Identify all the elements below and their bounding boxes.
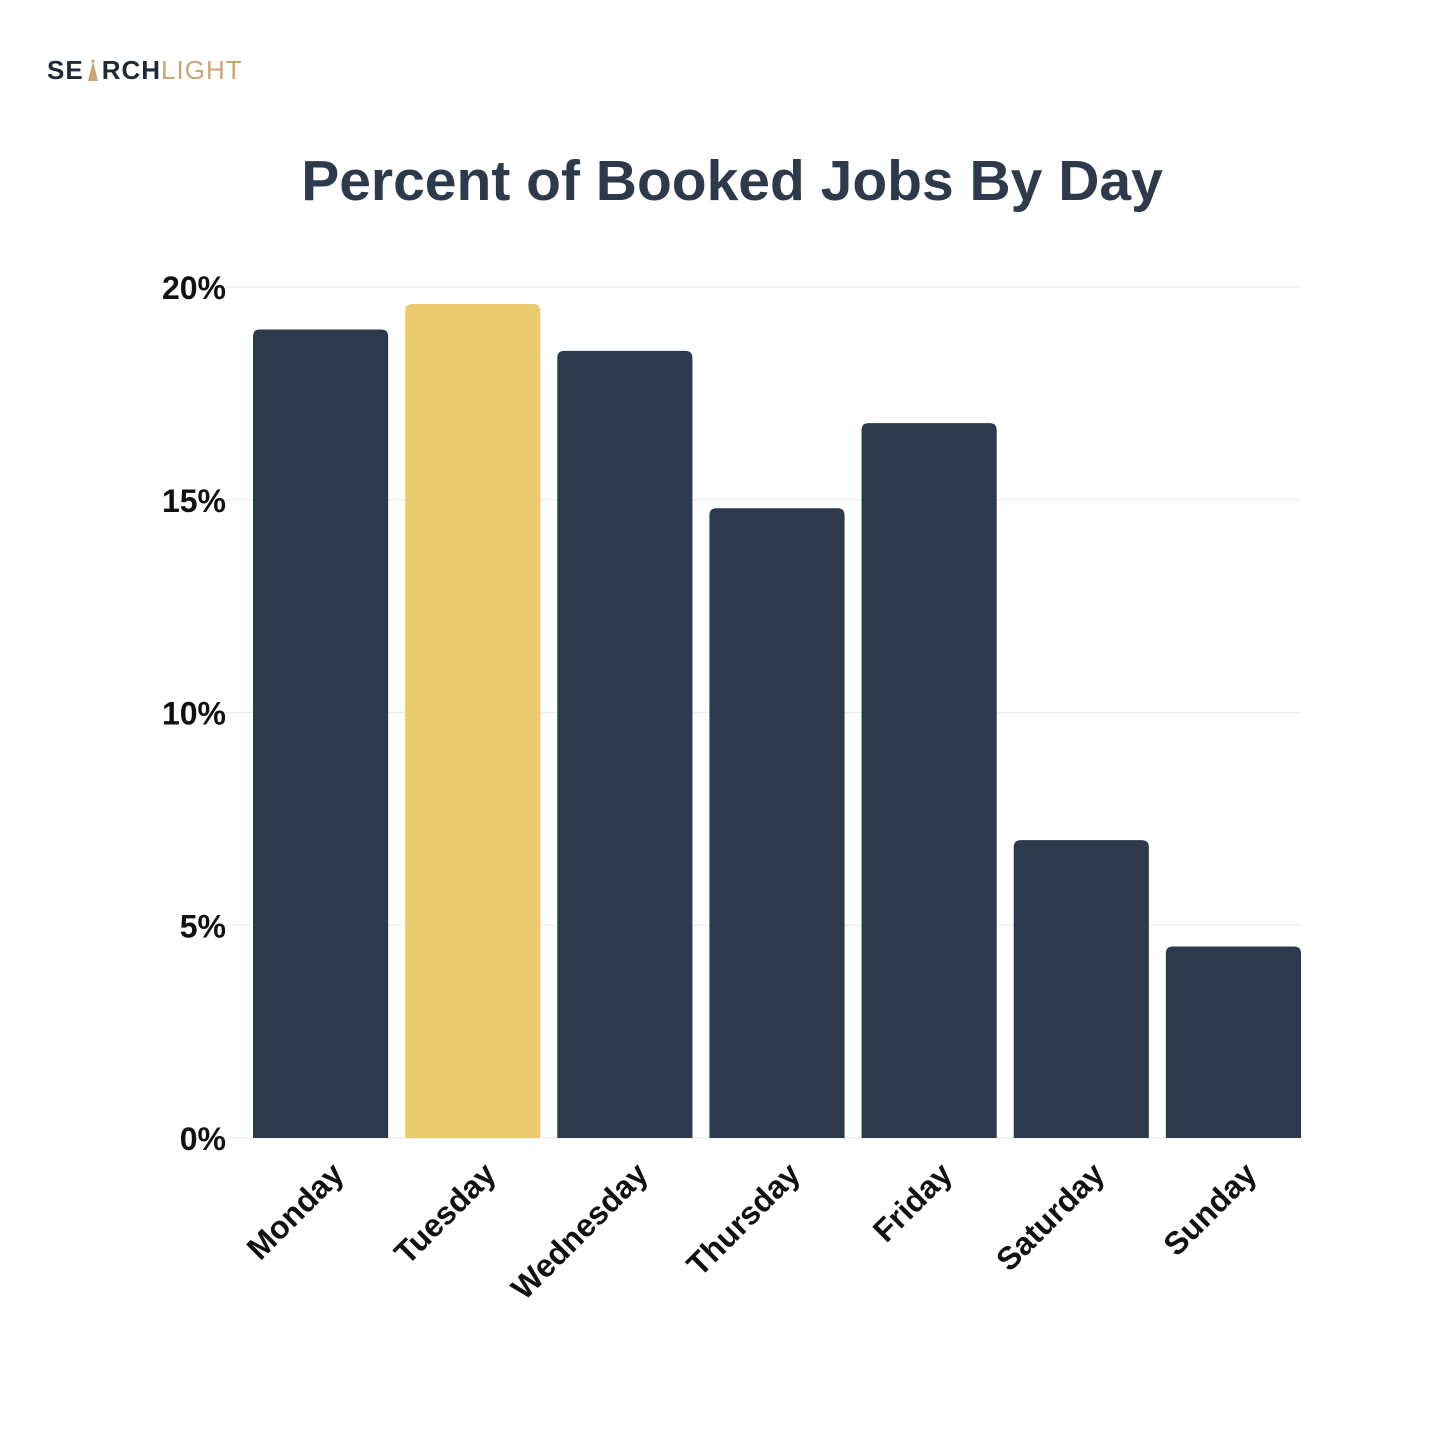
y-axis-tick-labels: 0% 5% 10% 15% 20% bbox=[162, 270, 226, 1157]
logo-text-part1: SE bbox=[47, 55, 84, 85]
y-tick-label: 5% bbox=[180, 908, 226, 944]
x-tick-label-wednesday: Wednesday bbox=[504, 1155, 655, 1306]
y-tick-label: 0% bbox=[180, 1121, 226, 1157]
y-tick-label: 15% bbox=[162, 483, 226, 519]
bar-sunday bbox=[1165, 946, 1301, 1138]
chart-title: Percent of Booked Jobs By Day bbox=[301, 149, 1163, 213]
x-tick-label-friday: Friday bbox=[866, 1155, 960, 1249]
y-tick-label: 20% bbox=[162, 270, 226, 306]
x-tick-label-monday: Monday bbox=[240, 1155, 351, 1266]
logo-text-part3: LIGHT bbox=[161, 55, 243, 85]
bar-friday bbox=[861, 423, 997, 1138]
bar-tuesday bbox=[405, 304, 541, 1138]
x-tick-label-tuesday: Tuesday bbox=[387, 1155, 503, 1271]
bar-saturday bbox=[1013, 840, 1149, 1138]
x-tick-label-sunday: Sunday bbox=[1156, 1155, 1263, 1262]
bar-monday bbox=[253, 329, 389, 1138]
x-axis-category-labels: Monday Tuesday Wednesday Thursday Friday Satu… bbox=[240, 1155, 1264, 1306]
x-tick-label-thursday: Thursday bbox=[680, 1155, 807, 1282]
bar-thursday bbox=[709, 508, 845, 1138]
searchlight-logo: SE RCHLIGHT bbox=[47, 55, 243, 85]
x-tick-label-saturday: Saturday bbox=[989, 1155, 1111, 1277]
logo-text-part2: RCH bbox=[101, 55, 162, 85]
bar-wednesday bbox=[557, 350, 693, 1138]
y-tick-label: 10% bbox=[162, 696, 226, 732]
bars bbox=[253, 304, 1301, 1138]
lamp-icon bbox=[87, 59, 98, 81]
